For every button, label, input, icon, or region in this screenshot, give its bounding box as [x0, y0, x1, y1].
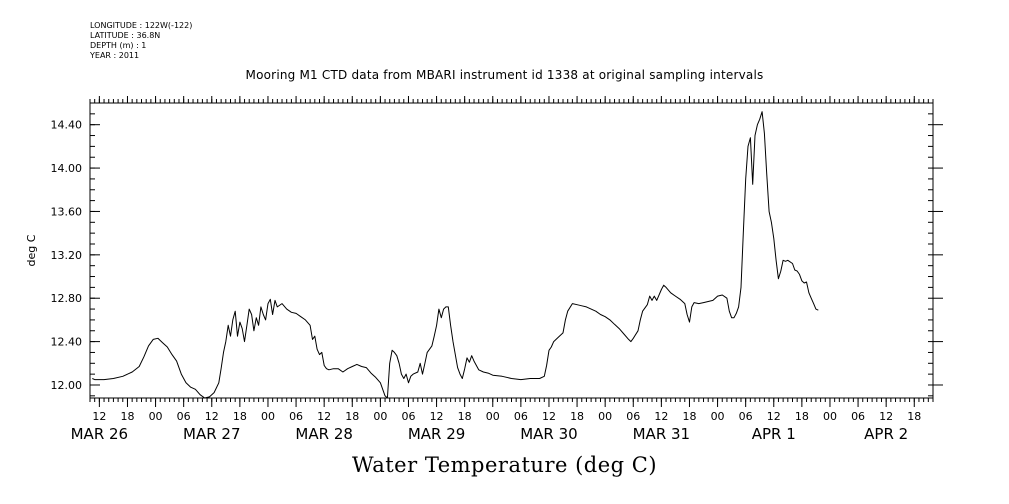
x-tick-label: 12 [542, 410, 556, 423]
x-tick-label: 12 [767, 410, 781, 423]
year-label: YEAR : 2011 [90, 51, 140, 60]
temperature-series-line [92, 111, 819, 399]
x-day-label: MAR 29 [408, 425, 465, 443]
x-tick-label: 00 [711, 410, 725, 423]
x-day-label: APR 2 [864, 425, 908, 443]
x-tick-label: 06 [626, 410, 640, 423]
x-tick-label: 00 [261, 410, 275, 423]
x-tick-label: 00 [823, 410, 837, 423]
x-day-label: MAR 28 [295, 425, 352, 443]
x-tick-label: 06 [514, 410, 528, 423]
x-day-label: MAR 27 [183, 425, 240, 443]
y-tick-label: 14.00 [51, 162, 83, 175]
x-tick-label: 18 [233, 410, 247, 423]
x-day-label: MAR 31 [633, 425, 690, 443]
x-tick-label: 12 [879, 410, 893, 423]
x-tick-label: 06 [739, 410, 753, 423]
x-tick-label: 06 [851, 410, 865, 423]
y-tick-label: 14.40 [51, 119, 83, 132]
x-tick-label: 18 [570, 410, 584, 423]
metadata-block: LONGITUDE : 122W(-122) LATITUDE : 36.8N … [90, 21, 192, 61]
depth-label: DEPTH (m) : 1 [90, 41, 147, 50]
x-axis-title: Water Temperature (deg C) [351, 453, 658, 477]
x-tick-label: 18 [907, 410, 921, 423]
x-tick-label: 00 [149, 410, 163, 423]
x-tick-label: 18 [795, 410, 809, 423]
y-tick-label: 13.20 [51, 249, 83, 262]
x-tick-label: 12 [205, 410, 219, 423]
x-day-label: MAR 30 [520, 425, 577, 443]
y-axis-label: deg C [25, 234, 38, 266]
x-tick-label: 18 [682, 410, 696, 423]
x-tick-label: 12 [430, 410, 444, 423]
x-tick-label: 12 [654, 410, 668, 423]
y-tick-label: 12.80 [51, 292, 83, 305]
y-tick-label: 13.60 [51, 205, 83, 218]
x-day-label: APR 1 [752, 425, 796, 443]
x-tick-label: 18 [345, 410, 359, 423]
x-tick-label: 12 [317, 410, 331, 423]
plot-frame [89, 102, 934, 399]
x-tick-label: 06 [289, 410, 303, 423]
x-tick-label: 18 [458, 410, 472, 423]
x-day-label: MAR 26 [71, 425, 128, 443]
chart-title: Mooring M1 CTD data from MBARI instrumen… [245, 68, 764, 82]
y-tick-label: 12.00 [51, 379, 83, 392]
y-tick-label: 12.40 [51, 336, 83, 349]
latitude-label: LATITUDE : 36.8N [90, 31, 161, 40]
x-tick-label: 06 [177, 410, 191, 423]
x-tick-label: 06 [401, 410, 415, 423]
x-tick-label: 00 [373, 410, 387, 423]
longitude-label: LONGITUDE : 122W(-122) [90, 21, 193, 30]
x-tick-label: 18 [120, 410, 134, 423]
x-tick-label: 12 [92, 410, 106, 423]
x-tick-label: 00 [598, 410, 612, 423]
x-tick-label: 00 [486, 410, 500, 423]
